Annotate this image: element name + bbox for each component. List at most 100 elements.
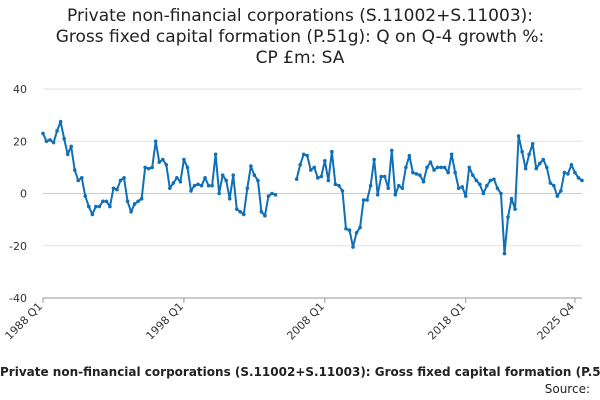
data-point[interactable]	[340, 189, 345, 193]
data-point[interactable]	[569, 162, 574, 167]
data-point[interactable]	[249, 164, 253, 168]
data-point[interactable]	[263, 213, 267, 218]
data-point[interactable]	[315, 176, 320, 180]
data-point[interactable]	[425, 165, 429, 170]
data-point[interactable]	[488, 178, 493, 183]
data-point[interactable]	[576, 176, 581, 180]
data-point[interactable]	[206, 183, 211, 188]
data-point[interactable]	[111, 186, 116, 191]
data-point[interactable]	[541, 157, 546, 162]
data-point[interactable]	[94, 204, 98, 209]
data-point[interactable]	[453, 170, 457, 175]
data-point[interactable]	[544, 165, 549, 170]
data-point[interactable]	[224, 178, 228, 183]
data-point[interactable]	[122, 176, 126, 180]
data-point[interactable]	[534, 166, 538, 171]
data-point[interactable]	[566, 172, 570, 176]
data-point[interactable]	[368, 183, 373, 188]
data-point[interactable]	[266, 194, 271, 198]
data-point[interactable]	[90, 212, 95, 217]
data-point[interactable]	[432, 168, 436, 172]
data-point[interactable]	[400, 186, 405, 191]
data-point[interactable]	[404, 165, 408, 170]
data-point[interactable]	[326, 178, 331, 183]
data-point[interactable]	[150, 165, 155, 170]
data-point[interactable]	[69, 144, 73, 149]
data-point[interactable]	[55, 129, 59, 133]
data-point[interactable]	[442, 165, 447, 170]
data-point[interactable]	[136, 199, 140, 204]
data-point[interactable]	[552, 183, 556, 188]
data-point[interactable]	[389, 148, 394, 153]
data-point[interactable]	[210, 183, 214, 188]
data-point[interactable]	[308, 168, 313, 172]
data-point[interactable]	[344, 226, 348, 231]
data-point[interactable]	[157, 160, 162, 164]
data-point[interactable]	[108, 204, 112, 209]
data-point[interactable]	[129, 209, 133, 214]
data-point[interactable]	[333, 182, 338, 187]
data-point[interactable]	[382, 174, 387, 179]
data-point[interactable]	[48, 138, 52, 142]
data-point[interactable]	[41, 131, 45, 136]
data-point[interactable]	[79, 176, 84, 180]
data-point[interactable]	[361, 198, 366, 202]
data-point[interactable]	[189, 189, 193, 193]
data-point[interactable]	[527, 152, 531, 157]
data-point[interactable]	[298, 162, 302, 167]
data-point[interactable]	[446, 170, 450, 175]
data-point[interactable]	[509, 196, 514, 201]
data-point[interactable]	[365, 198, 369, 202]
data-point[interactable]	[478, 182, 482, 187]
data-point[interactable]	[523, 166, 528, 171]
data-point[interactable]	[435, 165, 440, 170]
data-point[interactable]	[463, 194, 468, 198]
data-point[interactable]	[580, 178, 584, 183]
data-point[interactable]	[573, 170, 577, 175]
data-point[interactable]	[467, 165, 472, 170]
data-point[interactable]	[203, 176, 207, 180]
data-point[interactable]	[83, 194, 88, 198]
data-point[interactable]	[354, 230, 359, 235]
data-point[interactable]	[397, 183, 401, 188]
data-point[interactable]	[386, 186, 391, 191]
data-point[interactable]	[530, 142, 535, 146]
data-point[interactable]	[358, 225, 362, 230]
data-point[interactable]	[259, 209, 264, 214]
data-point[interactable]	[323, 159, 327, 163]
data-point[interactable]	[449, 152, 454, 157]
data-point[interactable]	[485, 183, 489, 188]
data-point[interactable]	[516, 134, 521, 138]
data-point[interactable]	[242, 212, 246, 217]
data-point[interactable]	[252, 173, 257, 178]
data-point[interactable]	[87, 204, 91, 209]
data-point[interactable]	[115, 187, 119, 192]
data-point[interactable]	[132, 202, 137, 206]
data-point[interactable]	[439, 165, 443, 170]
data-point[interactable]	[164, 162, 169, 167]
data-point[interactable]	[372, 157, 376, 162]
data-point[interactable]	[411, 170, 415, 175]
data-point[interactable]	[118, 178, 123, 183]
data-point[interactable]	[513, 207, 517, 211]
data-point[interactable]	[270, 191, 274, 196]
data-point[interactable]	[44, 139, 49, 144]
data-point[interactable]	[234, 207, 239, 211]
data-point[interactable]	[351, 245, 355, 249]
data-point[interactable]	[319, 174, 324, 179]
data-point[interactable]	[273, 193, 278, 197]
data-point[interactable]	[520, 149, 524, 154]
data-point[interactable]	[227, 196, 232, 201]
data-point[interactable]	[502, 251, 507, 256]
data-point[interactable]	[301, 152, 306, 157]
data-point[interactable]	[470, 173, 475, 178]
data-point[interactable]	[347, 228, 352, 232]
data-point[interactable]	[65, 152, 70, 157]
data-point[interactable]	[305, 153, 310, 158]
data-point[interactable]	[101, 199, 105, 204]
data-point[interactable]	[245, 186, 250, 191]
data-point[interactable]	[104, 199, 109, 204]
data-point[interactable]	[217, 191, 221, 196]
data-point[interactable]	[456, 186, 461, 191]
data-point[interactable]	[238, 209, 243, 214]
